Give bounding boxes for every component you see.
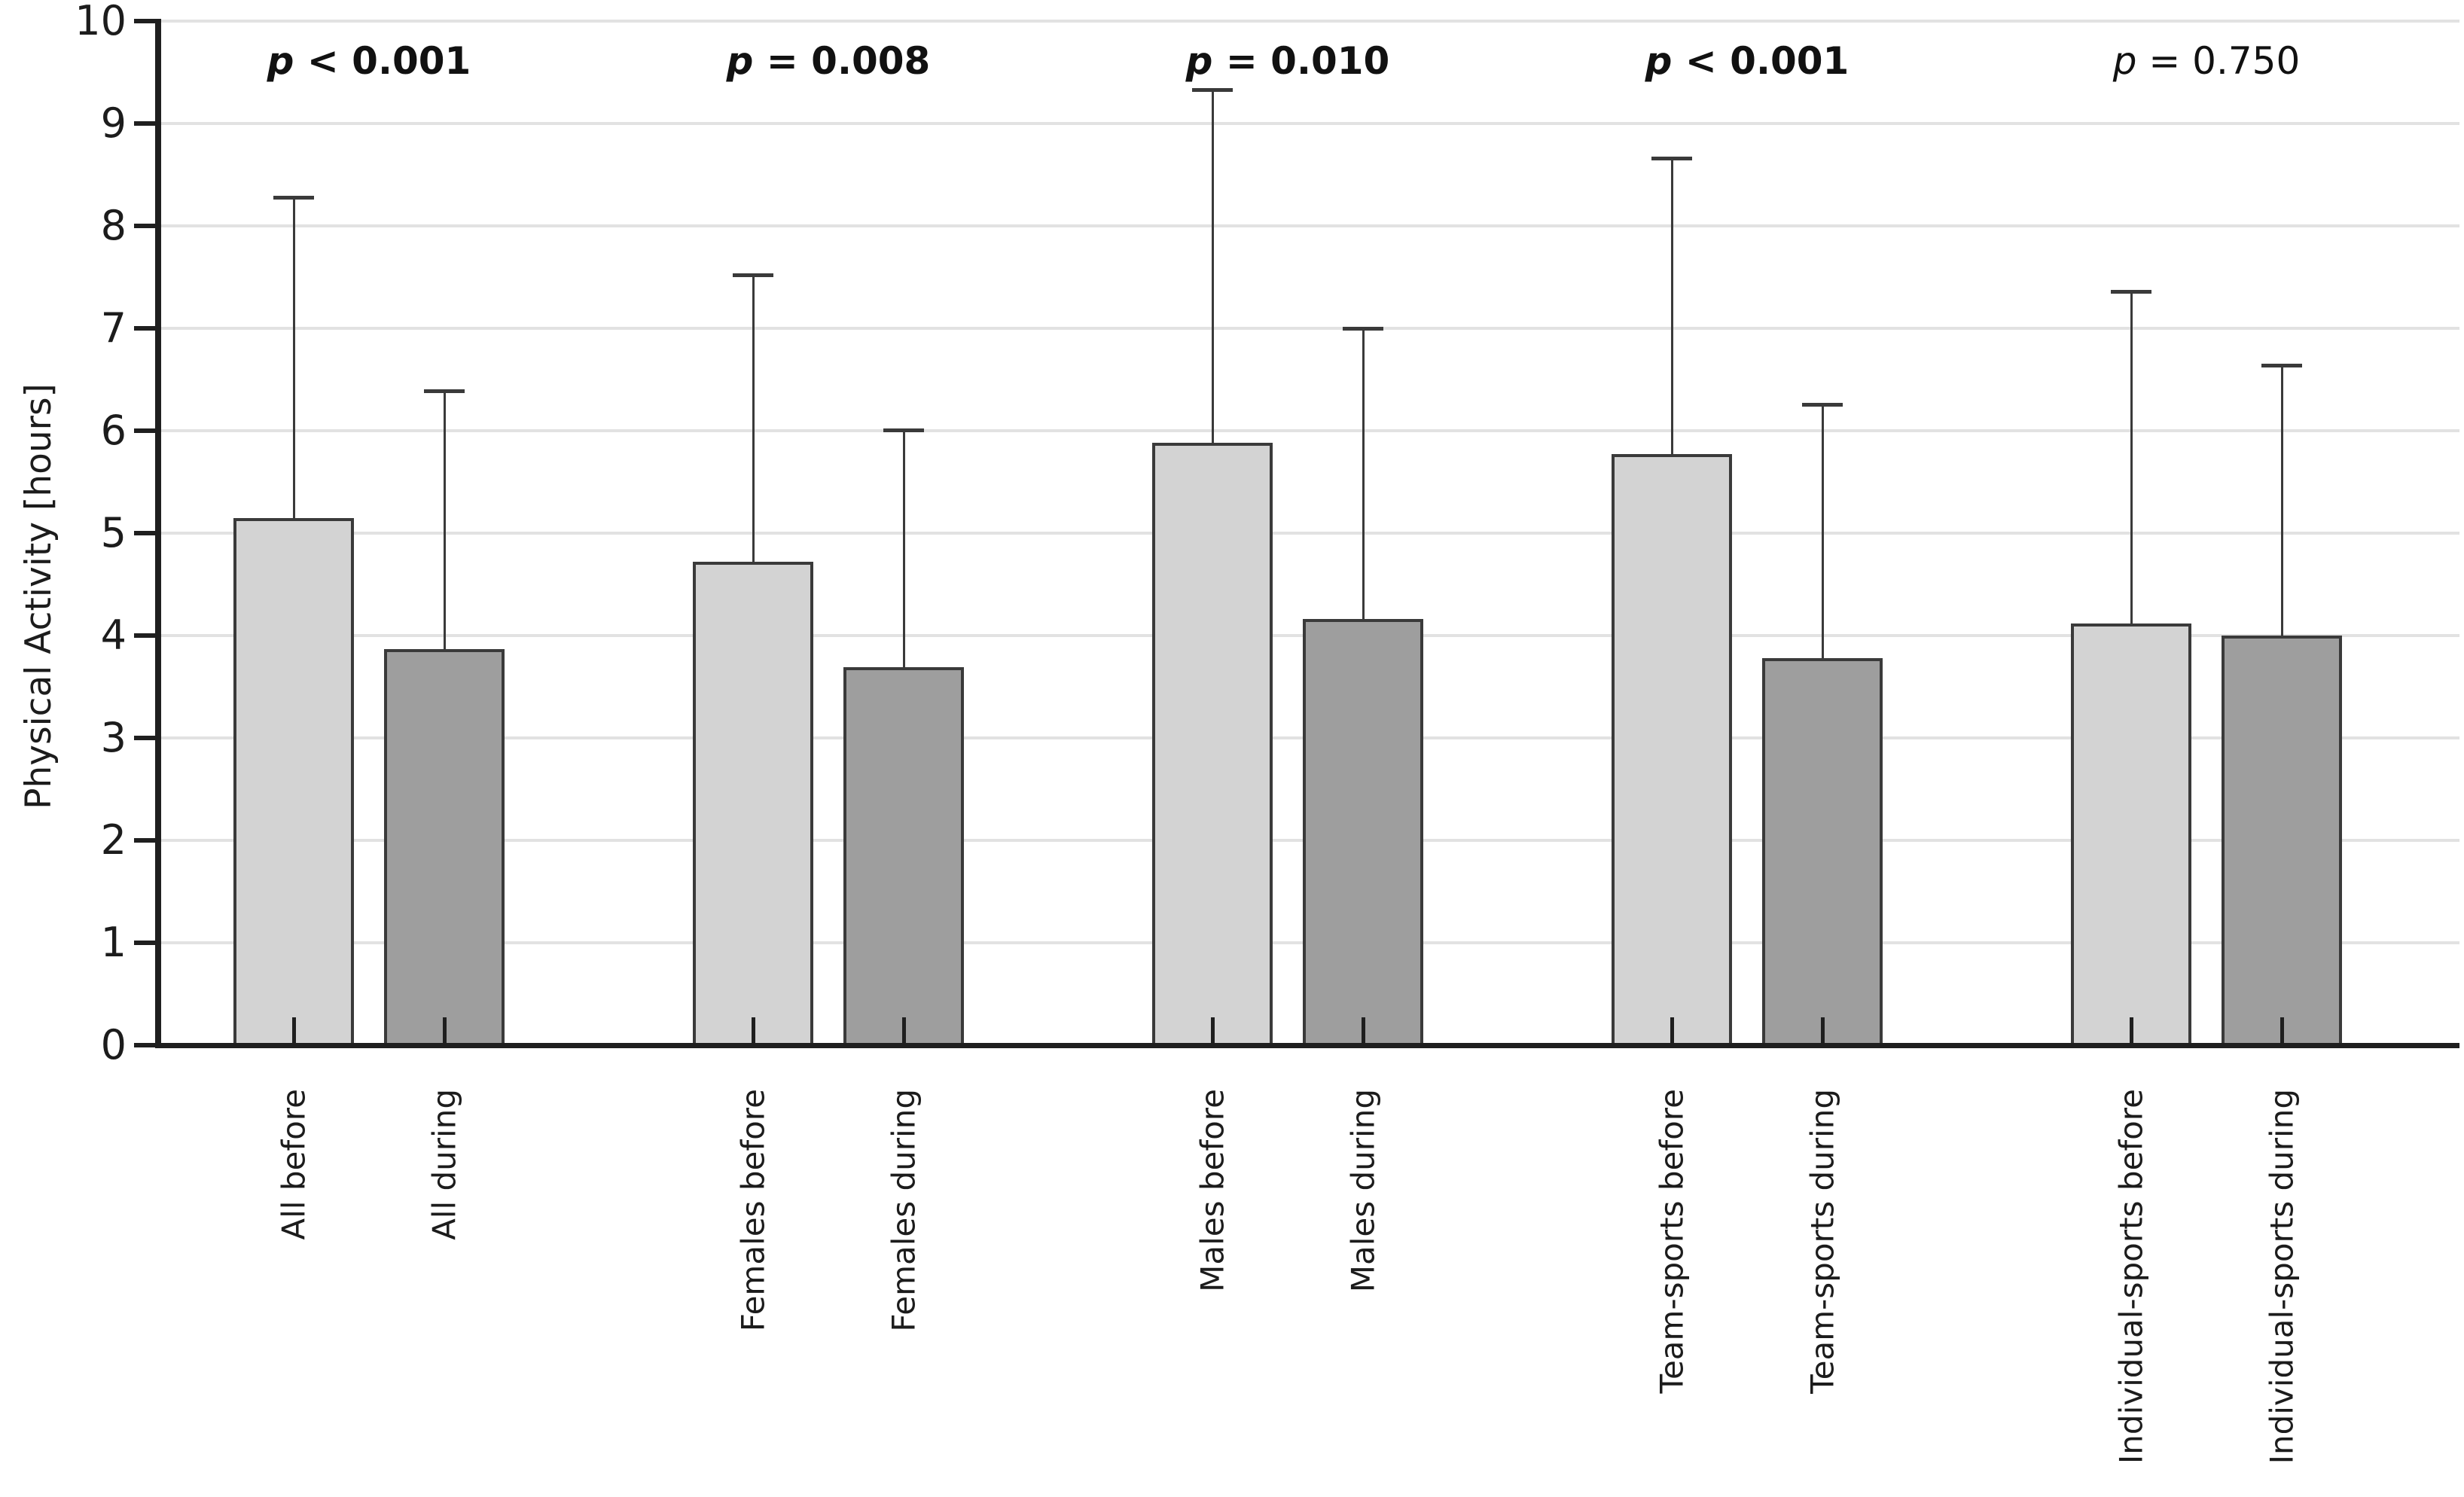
y-tick-label-5: 5 — [100, 509, 127, 556]
bar-females-before — [693, 562, 813, 1047]
error-bar-all-before — [293, 197, 295, 518]
p-value-label-females: p = 0.008 — [727, 39, 931, 83]
y-tick-label-7: 7 — [100, 304, 127, 352]
error-cap-males-before — [1192, 88, 1233, 92]
error-bar-females-before — [752, 275, 755, 562]
bar-team-sports-before — [1612, 454, 1732, 1047]
p-italic-letter: p — [2112, 39, 2137, 83]
bar-all-during — [384, 649, 505, 1047]
x-tick-individual-sports-during — [2280, 1017, 2284, 1045]
p-value-text: = 0.008 — [753, 39, 931, 83]
error-cap-females-during — [883, 428, 924, 432]
y-tick-3 — [134, 736, 161, 740]
x-tick-all-before — [292, 1017, 296, 1045]
y-tick-label-1: 1 — [100, 919, 127, 966]
error-bar-team-sports-before — [1671, 158, 1673, 454]
error-bar-all-during — [444, 391, 446, 649]
error-cap-males-during — [1343, 327, 1383, 331]
error-bar-males-during — [1362, 328, 1365, 619]
y-tick-0 — [134, 1043, 161, 1047]
gridline-8 — [155, 224, 2459, 227]
x-label-males-before: Males before — [1194, 1089, 1231, 1292]
x-axis-line — [155, 1043, 2459, 1048]
x-label-all-during: All during — [425, 1089, 463, 1240]
y-tick-1 — [134, 941, 161, 945]
p-value-text: < 0.001 — [1672, 39, 1850, 83]
error-bar-males-before — [1212, 90, 1214, 443]
p-value-text: < 0.001 — [294, 39, 471, 83]
error-cap-team-sports-before — [1651, 157, 1692, 160]
error-bar-team-sports-during — [1822, 404, 1824, 658]
p-italic-letter: p — [726, 39, 754, 83]
error-bar-individual-sports-during — [2281, 365, 2283, 636]
x-tick-team-sports-before — [1670, 1017, 1674, 1045]
x-tick-team-sports-during — [1821, 1017, 1825, 1045]
gridline-7 — [155, 327, 2459, 330]
bar-females-during — [843, 667, 964, 1047]
x-label-males-during: Males during — [1344, 1089, 1382, 1293]
y-tick-label-8: 8 — [100, 202, 127, 249]
bar-all-before — [233, 518, 354, 1047]
error-cap-individual-sports-during — [2261, 364, 2302, 367]
gridline-5 — [155, 532, 2459, 535]
x-label-individual-sports-before: Individual-sports before — [2112, 1089, 2150, 1465]
error-bar-individual-sports-before — [2130, 291, 2133, 623]
p-value-label-males: p = 0.010 — [1186, 39, 1390, 83]
gridline-9 — [155, 122, 2459, 125]
bar-individual-sports-during — [2222, 636, 2342, 1047]
y-tick-label-0: 0 — [100, 1021, 127, 1069]
y-tick-4 — [134, 633, 161, 638]
gridline-6 — [155, 429, 2459, 432]
x-tick-all-during — [443, 1017, 447, 1045]
y-tick-2 — [134, 838, 161, 843]
y-tick-label-4: 4 — [100, 611, 127, 659]
p-value-text: = 0.010 — [1212, 39, 1390, 83]
error-cap-all-before — [273, 196, 314, 200]
x-label-females-before: Females before — [734, 1089, 772, 1332]
x-label-team-sports-during: Team-sports during — [1804, 1089, 1841, 1394]
x-tick-individual-sports-before — [2130, 1017, 2133, 1045]
y-tick-label-6: 6 — [100, 407, 127, 454]
p-value-text: = 0.750 — [2136, 39, 2301, 83]
y-tick-label-10: 10 — [75, 0, 127, 44]
bar-males-during — [1303, 619, 1423, 1047]
x-tick-males-before — [1211, 1017, 1215, 1045]
x-label-females-during: Females during — [885, 1089, 922, 1332]
y-tick-6 — [134, 428, 161, 433]
gridline-10 — [155, 20, 2459, 23]
bar-individual-sports-before — [2071, 623, 2191, 1047]
error-bar-females-during — [903, 430, 905, 668]
x-tick-females-before — [752, 1017, 755, 1045]
bar-team-sports-during — [1762, 658, 1883, 1047]
p-value-label-all: p < 0.001 — [267, 39, 471, 83]
x-label-all-before: All before — [275, 1089, 313, 1240]
p-value-label-team-sports: p < 0.001 — [1645, 39, 1850, 83]
p-italic-letter: p — [1645, 39, 1673, 83]
y-tick-10 — [134, 19, 161, 23]
y-tick-7 — [134, 326, 161, 331]
y-tick-9 — [134, 121, 161, 126]
y-tick-8 — [134, 224, 161, 228]
error-cap-individual-sports-before — [2111, 290, 2151, 294]
y-tick-label-9: 9 — [100, 99, 127, 147]
x-label-team-sports-before: Team-sports before — [1653, 1089, 1691, 1394]
x-label-individual-sports-during: Individual-sports during — [2263, 1089, 2301, 1465]
error-cap-team-sports-during — [1802, 403, 1843, 407]
error-cap-all-during — [424, 389, 465, 393]
p-value-label-individual-sports: p = 0.750 — [2113, 39, 2301, 83]
y-tick-5 — [134, 531, 161, 535]
y-tick-label-3: 3 — [100, 714, 127, 761]
p-italic-letter: p — [1185, 39, 1213, 83]
x-tick-males-during — [1362, 1017, 1365, 1045]
x-tick-females-during — [902, 1017, 906, 1045]
y-tick-label-2: 2 — [100, 816, 127, 864]
bar-males-before — [1152, 443, 1273, 1047]
p-italic-letter: p — [267, 39, 294, 83]
error-cap-females-before — [733, 273, 773, 277]
